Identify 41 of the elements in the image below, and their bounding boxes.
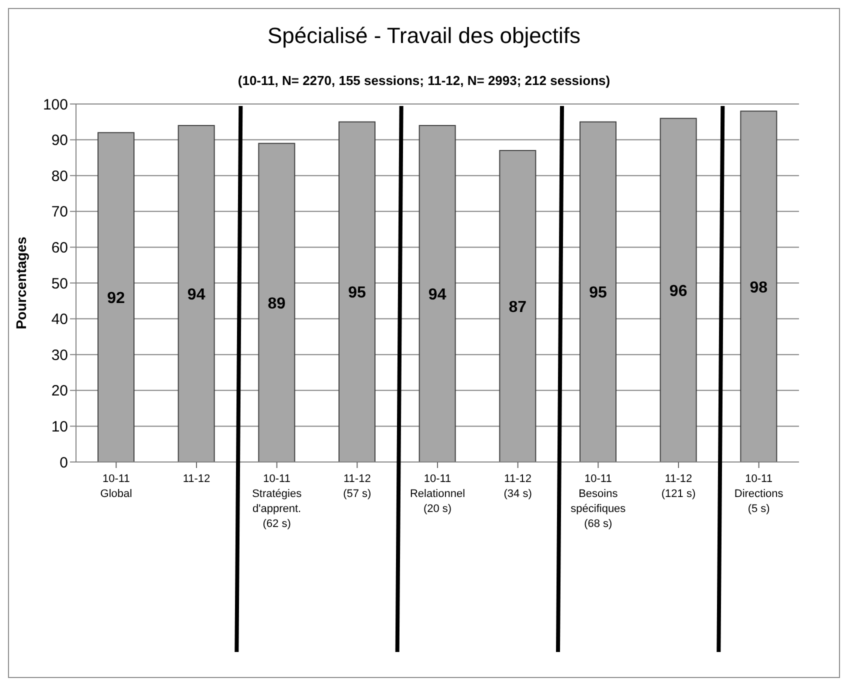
bar (580, 121, 616, 462)
y-tick-label: 40 (51, 311, 68, 328)
bar (740, 110, 778, 462)
bar (418, 124, 456, 462)
bar (499, 150, 536, 462)
y-tick-label: 50 (51, 275, 68, 292)
data-label: 89 (268, 295, 286, 312)
data-label: 94 (187, 286, 206, 304)
x-tick-label: 11-12 (57 s) (343, 473, 372, 500)
bar (258, 142, 296, 462)
x-tick-label: 10-11 Directions (5 s) (734, 473, 784, 515)
data-label: 95 (348, 284, 366, 302)
x-tick-label: 11-12 (182, 473, 210, 485)
y-tick-label: 30 (51, 346, 68, 364)
y-tick-label: 60 (51, 240, 68, 257)
data-label: 92 (107, 290, 125, 307)
x-tick-label: 11-12 (121 s) (661, 473, 696, 500)
y-tick-label: 100 (42, 96, 68, 114)
chart-title: Spécialisé - Travail des objectifs (266, 23, 582, 49)
data-label: 94 (428, 286, 446, 304)
chart-subtitle: (10-11, N= 2270, 155 sessions; 11-12, N= 2993; 212 sessions) (236, 73, 612, 88)
x-tick-label: 10-11 Stratégies d'apprent. (62 s) (252, 473, 302, 530)
bar (338, 121, 376, 462)
x-tick-label: 10-11 Relationnel (20 s) (410, 473, 466, 515)
y-axis-title: Pourcentages (12, 236, 29, 330)
data-label: 95 (589, 284, 607, 302)
bar (178, 124, 215, 462)
bar (98, 132, 134, 462)
data-label: 98 (750, 279, 768, 296)
data-label: 96 (669, 282, 688, 300)
bar (660, 118, 697, 462)
x-tick-label: 10-11 Global (100, 473, 132, 500)
y-tick-label: 10 (51, 418, 68, 436)
y-tick-label: 20 (51, 382, 68, 400)
x-tick-label: 10-11 Besoins spécifiques (68 s) (570, 473, 626, 530)
y-tick-label: 80 (51, 168, 68, 185)
y-tick-label: 90 (51, 132, 68, 150)
data-label: 87 (508, 298, 527, 316)
x-tick-label: 11-12 (34 s) (504, 473, 532, 500)
y-tick-label: 0 (60, 454, 68, 472)
y-tick-label: 70 (51, 204, 68, 221)
